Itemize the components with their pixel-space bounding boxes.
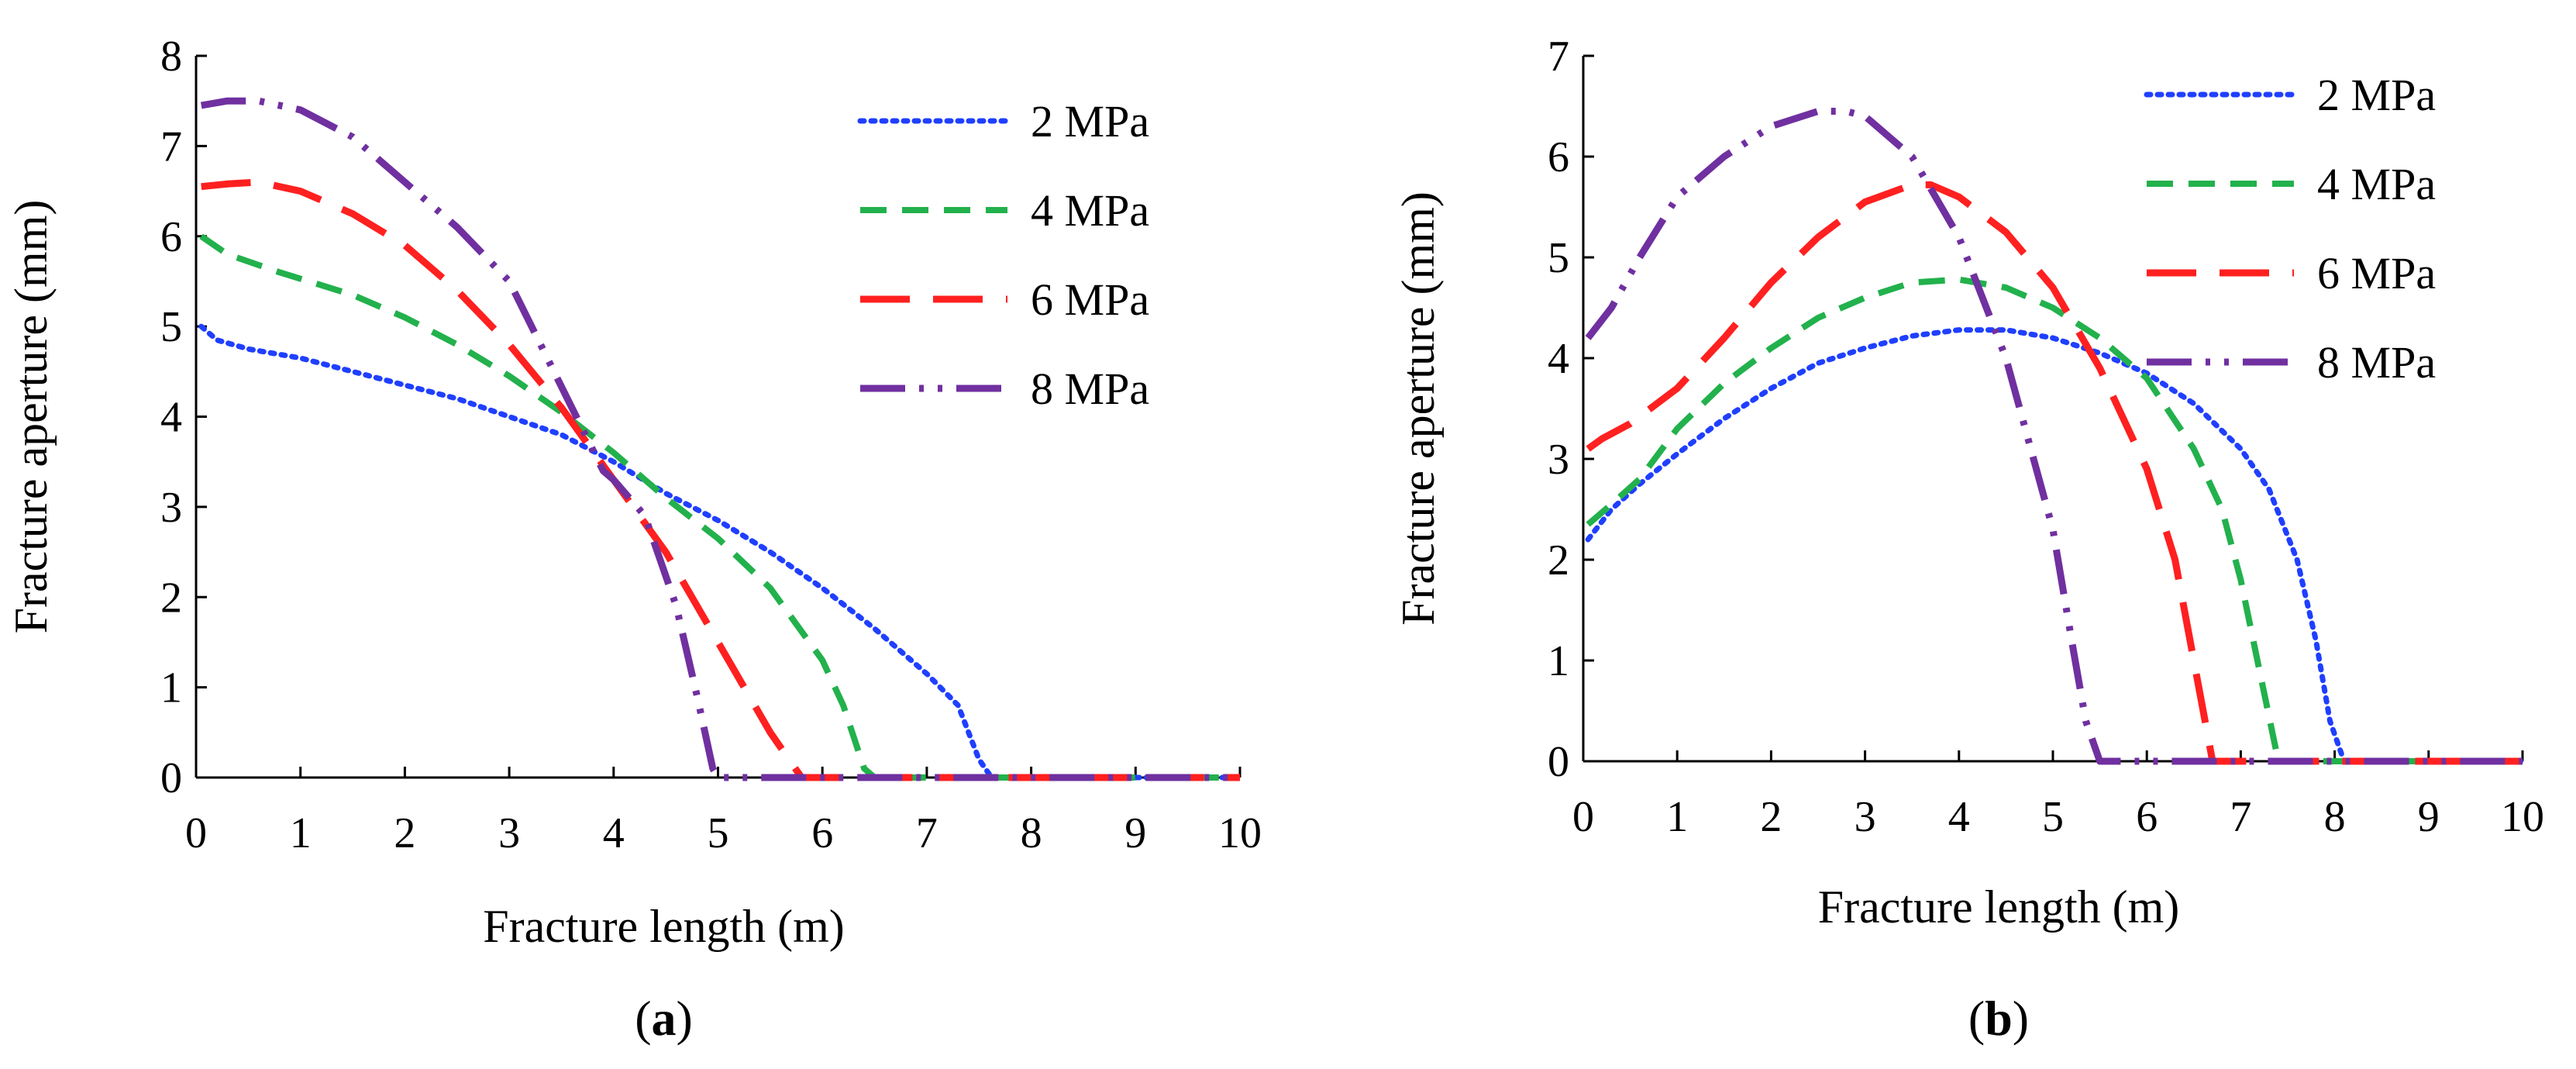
series-line-8-mpa <box>1585 108 2523 765</box>
y-tick-label: 1 <box>1548 637 1569 685</box>
x-axis-title: Fracture length (m) <box>483 901 845 952</box>
legend-label: 2 MPa <box>1031 96 1149 147</box>
x-tick-label: 2 <box>394 809 415 857</box>
x-tick-label: 6 <box>2136 793 2158 841</box>
y-tick-label: 5 <box>1548 234 1569 282</box>
y-tick-label: 2 <box>1548 536 1569 585</box>
x-tick-label: 1 <box>1666 793 1688 841</box>
chart-panel-b: 0 1 2 3 4 5 6 7 0 1 2 3 4 5 6 7 8 9 10 Fracture length (m) F… <box>1393 33 2544 1046</box>
x-axis-title: Fracture length (m) <box>1818 881 2180 933</box>
y-tick-label: 6 <box>160 213 182 261</box>
legend-label: 6 MPa <box>1031 274 1149 325</box>
x-tick-label: 0 <box>1572 793 1594 841</box>
x-tick-label: 8 <box>1021 809 1042 857</box>
y-tick-label: 8 <box>160 33 182 81</box>
legend-label: 8 MPa <box>2317 337 2436 388</box>
series-line-6-mpa <box>201 178 1240 781</box>
x-tick-label: 0 <box>185 809 207 857</box>
y-axis-title: Fracture aperture (mm) <box>5 200 57 634</box>
panel-caption-letter: b <box>1985 991 2013 1046</box>
x-tick-label: 3 <box>498 809 520 857</box>
x-tick-label: 4 <box>1948 793 1970 841</box>
y-axis-title: Fracture aperture (mm) <box>1393 191 1444 626</box>
panel-caption-letter: a <box>652 991 677 1046</box>
legend-label: 8 MPa <box>1031 364 1149 414</box>
y-tick-label: 1 <box>160 664 182 712</box>
y-tick-label: 0 <box>160 754 182 802</box>
y-tick-label: 7 <box>1548 33 1569 81</box>
y-tick-label: 2 <box>160 574 182 622</box>
chart-panel-a: 0 1 2 3 4 5 6 7 8 0 1 2 3 4 5 6 7 8 9 10 Fracture length (m)… <box>5 33 1262 1046</box>
x-tick-label: 6 <box>811 809 833 857</box>
y-tick-label: 3 <box>160 484 182 532</box>
x-tick-label: 3 <box>1855 793 1876 841</box>
x-tick-label: 8 <box>2324 793 2346 841</box>
y-tick-label: 6 <box>1548 133 1569 181</box>
legend-label: 4 MPa <box>1031 185 1149 236</box>
y-tick-label: 7 <box>160 122 182 171</box>
panel-caption: (a) <box>635 991 693 1046</box>
x-tick-label: 5 <box>708 809 729 857</box>
x-tick-label: 2 <box>1760 793 1782 841</box>
legend-label: 6 MPa <box>2317 248 2436 298</box>
series-line-6-mpa <box>1586 181 2523 765</box>
x-tick-label: 5 <box>2042 793 2064 841</box>
series-line-2-mpa <box>198 323 1243 781</box>
x-tick-label: 9 <box>2418 793 2440 841</box>
panel-caption: (b) <box>1968 991 2029 1046</box>
x-tick-label: 10 <box>2501 793 2544 841</box>
x-tick-label: 4 <box>603 809 625 857</box>
legend-label: 4 MPa <box>2317 159 2436 209</box>
x-tick-label: 9 <box>1124 809 1146 857</box>
y-tick-label: 0 <box>1548 738 1569 786</box>
y-tick-label: 3 <box>1548 436 1569 484</box>
x-tick-label: 7 <box>916 809 938 857</box>
y-tick-label: 4 <box>160 394 182 442</box>
x-tick-label: 7 <box>2230 793 2251 841</box>
x-tick-label: 1 <box>290 809 312 857</box>
x-tick-label: 10 <box>1218 809 1262 857</box>
series-line-8-mpa <box>200 97 1240 781</box>
y-tick-label: 4 <box>1548 335 1569 383</box>
legend-label: 2 MPa <box>2317 70 2436 120</box>
series-line-2-mpa <box>1585 327 2526 764</box>
y-tick-label: 5 <box>160 303 182 351</box>
